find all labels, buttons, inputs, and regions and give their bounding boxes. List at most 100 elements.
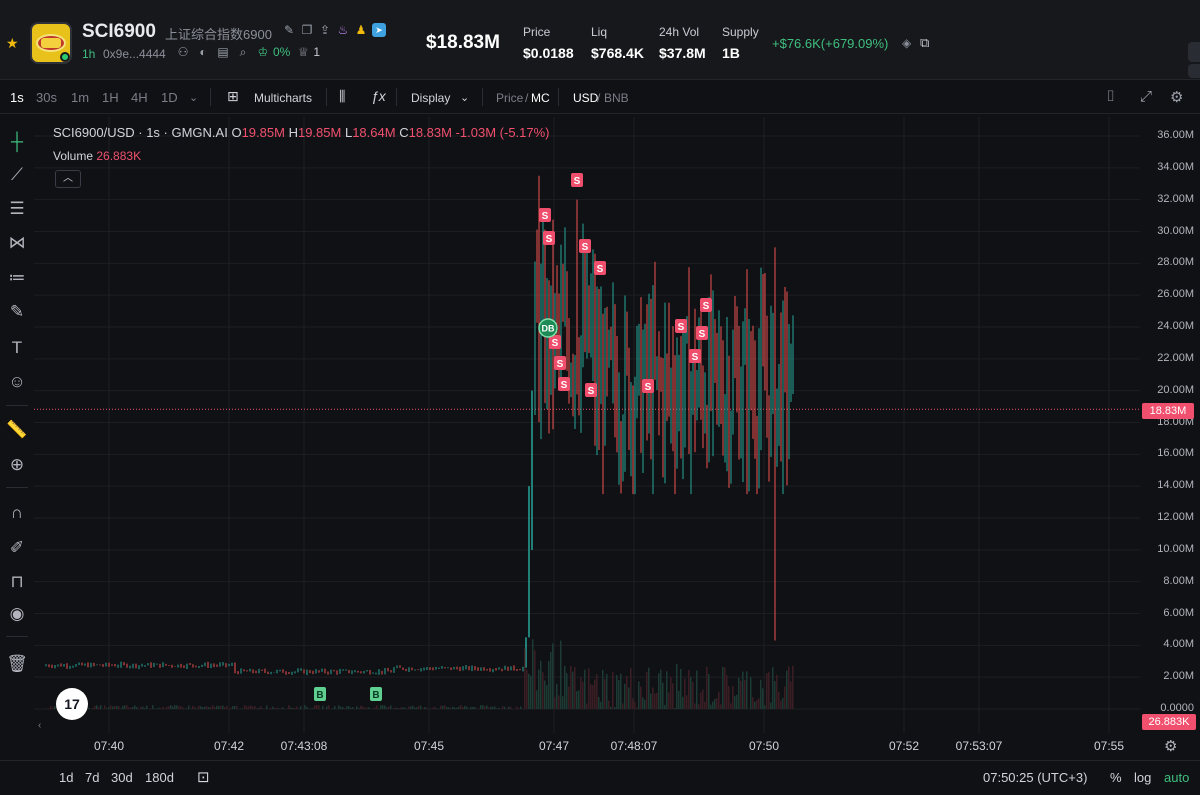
- channel-lines-icon[interactable]: ☰: [9, 199, 25, 218]
- indicators-fx-icon[interactable]: ƒx: [371, 88, 386, 104]
- tradingview-logo[interactable]: 17: [56, 688, 88, 720]
- price-toggle[interactable]: Price: [496, 91, 524, 105]
- candle-type-icon[interactable]: ⫼: [339, 88, 346, 104]
- volume-bar: [402, 707, 404, 709]
- trash-icon[interactable]: 🗑: [6, 654, 28, 673]
- edit-icon[interactable]: ✎: [283, 23, 295, 37]
- volume-bar: [214, 707, 216, 709]
- side-panel-tab-bottom[interactable]: [1188, 64, 1200, 78]
- volume-bar: [596, 674, 598, 709]
- fire-icon[interactable]: ♨: [337, 23, 349, 37]
- volume-bar: [304, 705, 306, 709]
- display-chevron-icon[interactable]: ⌄: [460, 92, 470, 104]
- side-panel-tab-top[interactable]: [1188, 42, 1200, 62]
- axis-settings-icon[interactable]: ⚙: [1164, 738, 1178, 755]
- lock-drawing-icon[interactable]: ✐: [9, 538, 25, 557]
- interval-1m[interactable]: 1m: [71, 90, 90, 105]
- interval-4h[interactable]: 4H: [131, 90, 148, 105]
- holders-icon[interactable]: ⚇: [177, 45, 189, 59]
- volume-bar: [736, 694, 738, 709]
- crown-icon: ♔: [257, 45, 269, 59]
- interval-1h[interactable]: 1H: [102, 90, 119, 105]
- crosshair-icon[interactable]: ┼: [10, 132, 24, 151]
- plus-box-icon[interactable]: ⊞: [227, 88, 239, 104]
- fullscreen-icon[interactable]: ⤢: [1140, 88, 1153, 105]
- volume-bar: [776, 674, 778, 709]
- bnb-toggle[interactable]: BNB: [604, 91, 629, 105]
- ruler-icon[interactable]: 📏: [6, 420, 28, 439]
- token-age: 1h: [82, 47, 96, 61]
- volume-bar: [724, 667, 726, 709]
- interval-1d[interactable]: 1D: [161, 90, 178, 105]
- volume-bar: [686, 695, 688, 709]
- brush-icon[interactable]: ✎: [9, 302, 25, 321]
- volume-bar: [412, 705, 414, 709]
- telegram-icon[interactable]: ➤: [372, 23, 386, 37]
- volume-bar: [530, 675, 532, 709]
- trendline-icon[interactable]: ⟋: [11, 165, 23, 184]
- mc-toggle[interactable]: MC: [531, 91, 550, 105]
- volume-bar: [790, 681, 792, 709]
- volume-bar: [464, 705, 466, 709]
- volume-bar: [388, 706, 390, 709]
- range-7d[interactable]: 7d: [85, 770, 100, 785]
- people-icon[interactable]: ♟: [355, 23, 367, 37]
- pattern-icon[interactable]: ⋈: [8, 233, 26, 252]
- external-link-icon[interactable]: ⧉: [920, 35, 930, 50]
- volume-bar: [718, 691, 720, 709]
- volume-bar: [460, 705, 462, 709]
- volume-bar: [592, 685, 594, 709]
- range-30d[interactable]: 30d: [111, 770, 133, 785]
- volume-bar: [150, 708, 152, 709]
- holders-pct: 0%: [273, 45, 291, 59]
- chart-icon[interactable]: ◐: [199, 45, 207, 59]
- percent-toggle[interactable]: %: [1110, 770, 1122, 785]
- volume-bar: [310, 708, 312, 709]
- unlock-icon[interactable]: ⊓: [10, 572, 24, 591]
- auto-toggle[interactable]: auto: [1164, 770, 1190, 785]
- range-180d[interactable]: 180d: [145, 770, 174, 785]
- clock-time[interactable]: 07:50:25 (UTC+3): [983, 770, 1088, 785]
- settings-gear-icon[interactable]: ⚙: [1170, 89, 1184, 106]
- divider: [558, 88, 559, 106]
- zoom-in-icon[interactable]: ⊕: [9, 455, 25, 474]
- range-1d[interactable]: 1d: [59, 770, 74, 785]
- usd-toggle[interactable]: USD: [573, 91, 599, 105]
- time-axis[interactable]: 07:40 07:42 07:43:08 07:45 07:47 07:48:07 07:5…: [34, 733, 1140, 757]
- copy-icon[interactable]: ❐: [301, 23, 313, 37]
- share-icon[interactable]: ⇪: [319, 23, 331, 37]
- volume-bar: [486, 705, 488, 709]
- scroll-left-icon[interactable]: ‹: [38, 720, 42, 731]
- x-tick-label: 07:42: [213, 739, 245, 753]
- eye-visibility-icon[interactable]: ◉: [9, 604, 25, 623]
- contract-address[interactable]: 0x9e...4444: [103, 47, 166, 61]
- text-tool-icon[interactable]: T: [11, 338, 23, 357]
- interval-1s[interactable]: 1s: [10, 90, 24, 105]
- eye-icon[interactable]: ◈: [902, 36, 912, 50]
- intervals-chevron-icon[interactable]: ⌄: [189, 92, 199, 104]
- camera-icon[interactable]: ⌷: [1106, 88, 1116, 105]
- log-toggle[interactable]: log: [1134, 770, 1152, 785]
- volume-bar: [494, 706, 496, 709]
- y-tick-label: 28.00M: [1157, 256, 1194, 269]
- volume-bar: [292, 708, 294, 709]
- volume-bar: [690, 676, 692, 709]
- search-icon[interactable]: ⌕: [239, 45, 247, 59]
- doc-icon[interactable]: ▤: [217, 45, 229, 59]
- collapse-legend-button[interactable]: ︿: [55, 170, 81, 188]
- fib-icon[interactable]: ≔: [8, 268, 26, 287]
- emoji-icon[interactable]: ☺: [8, 372, 26, 391]
- volume-bar: [198, 705, 200, 709]
- volume-bar: [556, 683, 558, 709]
- volume-bar: [364, 707, 366, 709]
- magnet-icon[interactable]: ∩: [10, 503, 24, 522]
- volume-bar: [550, 651, 552, 709]
- volume-bar: [488, 707, 490, 709]
- interval-30s[interactable]: 30s: [36, 90, 57, 105]
- display-button[interactable]: Display: [411, 91, 451, 105]
- price-axis[interactable]: 36.00M 34.00M 32.00M 30.00M 28.00M 26.00M 24.0…: [1140, 117, 1200, 733]
- date-range-icon[interactable]: ⊡: [197, 769, 210, 786]
- multicharts-button[interactable]: Multicharts: [254, 91, 313, 105]
- favorite-star-icon[interactable]: ★: [6, 35, 19, 51]
